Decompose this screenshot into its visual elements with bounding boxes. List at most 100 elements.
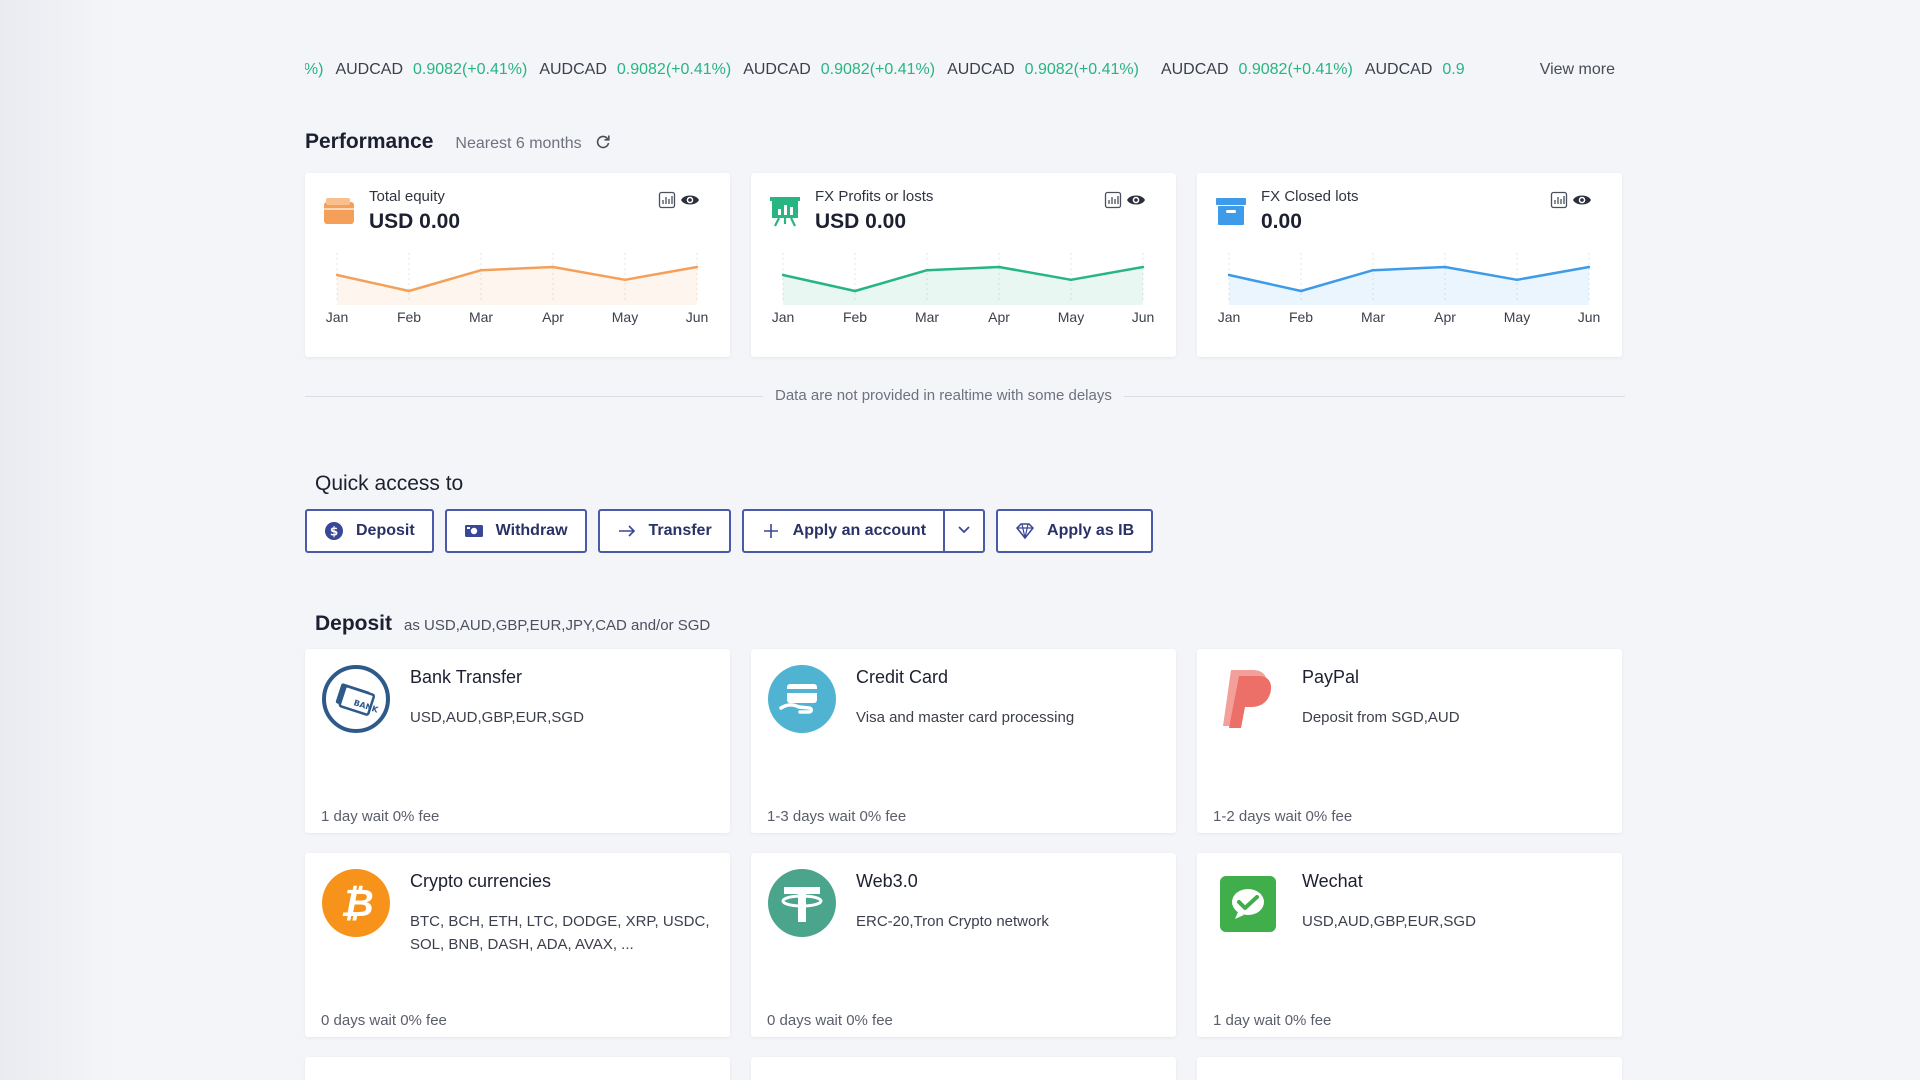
apply-account-dropdown[interactable]: [945, 511, 983, 551]
chart-point: [551, 265, 555, 269]
fx-profits-card[interactable]: FX Profits or losts USD 0.00 Jan Feb Mar…: [751, 173, 1176, 357]
method-fee: 1-3 days wait 0% fee: [767, 808, 907, 825]
performance-period: Nearest 6 months: [455, 135, 582, 152]
method-description: USD,AUD,GBP,EUR,SGD: [1302, 913, 1476, 930]
deposit-method-paypal[interactable]: PayPal Deposit from SGD,AUD 1-2 days wai…: [1197, 649, 1622, 833]
ticker-item[interactable]: AUDCAD 0.9: [1364, 61, 1465, 78]
card-label: FX Profits or losts: [815, 188, 934, 205]
month-label: Jan: [1217, 309, 1241, 325]
chart-series-line: [1228, 265, 1590, 293]
method-description: Visa and master card processing: [856, 709, 1075, 726]
deposit-button[interactable]: $ Deposit: [305, 509, 434, 553]
month-label: Mar: [1360, 309, 1386, 325]
chevron-down-icon: [956, 521, 972, 542]
chart-area: [1229, 267, 1589, 305]
method-name: Bank Transfer: [410, 667, 523, 687]
ticker-item[interactable]: AUDCAD 0.9082(+0.41%): [1160, 61, 1353, 78]
deposit-method-card-partial[interactable]: [305, 1057, 730, 1080]
apply-account-button[interactable]: Apply an account: [744, 511, 946, 551]
chart-point: [1371, 269, 1375, 272]
chart-point: [1141, 265, 1145, 269]
chart-point: [925, 269, 929, 272]
deposit-method-card-partial[interactable]: [1197, 1057, 1622, 1080]
chart-toggle-icon[interactable]: [1104, 191, 1122, 209]
method-description: BTC, BCH, ETH, LTC, DODGE, XRP, USDC, SO…: [410, 913, 710, 953]
method-fee: 0 days wait 0% fee: [767, 1012, 893, 1029]
month-label: Jan: [325, 309, 349, 325]
realtime-notice: Data are not provided in realtime with s…: [763, 387, 1124, 404]
chart-toggle-icon[interactable]: [1550, 191, 1568, 209]
refresh-icon[interactable]: [594, 133, 612, 151]
method-description: Deposit from SGD,AUD: [1302, 709, 1460, 726]
chart-series-line: [782, 265, 1144, 293]
deposit-method-credit-card[interactable]: Credit Card Visa and master card process…: [751, 649, 1176, 833]
eye-icon[interactable]: [1572, 190, 1592, 210]
left-shade: [0, 0, 110, 1080]
ticker-item[interactable]: AUDCAD 0.9082(+0.41%): [539, 61, 732, 78]
deposit-header: Deposit as USD,AUD,GBP,EUR,JPY,CAD and/o…: [315, 612, 710, 636]
card-label: Total equity: [369, 188, 445, 205]
fx-closed-lots-card[interactable]: FX Closed lots 0.00 Jan Feb Mar Apr May …: [1197, 173, 1622, 357]
method-name: Credit Card: [856, 667, 949, 687]
month-label: Jun: [1131, 309, 1155, 325]
chart-toggle-icon[interactable]: [658, 191, 676, 209]
ticker-item[interactable]: AUDCAD 0.9082(+0.41%): [947, 61, 1139, 78]
month-label: Mar: [914, 309, 940, 325]
deposit-methods-grid: BANK Bank Transfer USD,AUD,GBP,EUR,SGD 1…: [305, 649, 1622, 1080]
withdraw-button[interactable]: Withdraw: [444, 509, 587, 553]
plus-icon: [761, 521, 781, 541]
wechat-icon: [1213, 868, 1283, 938]
transfer-button[interactable]: Transfer: [597, 509, 731, 553]
apply-ib-button[interactable]: Apply as IB: [996, 509, 1154, 553]
closed-lots-sparkline: [1227, 253, 1591, 305]
deposit-method-bank-transfer[interactable]: BANK Bank Transfer USD,AUD,GBP,EUR,SGD 1…: [305, 649, 730, 833]
chart-point: [997, 265, 1001, 269]
chart-area: [337, 267, 697, 305]
wallet-icon: [323, 195, 355, 227]
withdraw-label: Withdraw: [495, 522, 568, 539]
paypal-icon: [1213, 664, 1283, 734]
deposit-method-crypto[interactable]: ₿ Crypto currencies BTC, BCH, ETH, LTC, …: [305, 853, 730, 1037]
chart-point: [1443, 265, 1447, 269]
deposit-method-card-partial[interactable]: [751, 1057, 1176, 1080]
view-more-link[interactable]: View more: [1539, 61, 1615, 78]
card-label: FX Closed lots: [1261, 188, 1359, 205]
method-fee: 1 day wait 0% fee: [321, 808, 440, 825]
ticker-item[interactable]: AUDCAD 0.9082(+0.41%): [335, 61, 528, 78]
month-label: May: [611, 309, 639, 325]
chart-point: [1515, 278, 1519, 281]
method-fee: 1-2 days wait 0% fee: [1213, 808, 1353, 825]
chart-point: [781, 273, 785, 277]
eye-icon[interactable]: [680, 190, 700, 210]
chart-series-line: [336, 265, 698, 293]
diamond-icon: [1015, 521, 1035, 541]
month-label: Jun: [1577, 309, 1601, 325]
quick-access-title: Quick access to: [315, 472, 464, 495]
chart-point: [1299, 289, 1303, 293]
quick-access-buttons: $ Deposit Withdraw Transfer Apply an acc…: [305, 509, 1154, 553]
month-label: May: [1503, 309, 1531, 325]
performance-header: Performance Nearest 6 months: [305, 130, 612, 154]
chart-point: [695, 265, 699, 269]
presentation-chart-icon: [769, 195, 801, 227]
ticker-item[interactable]: AUDCAD 0.9082(+0.41%): [743, 61, 936, 78]
bank-card-icon: BANK: [321, 664, 391, 734]
credit-card-hand-icon: [767, 664, 837, 734]
month-label: Feb: [396, 309, 422, 325]
month-label: Mar: [468, 309, 494, 325]
apply-ib-label: Apply as IB: [1047, 522, 1135, 539]
card-amount: USD 0.00: [815, 210, 907, 233]
deposit-method-web3[interactable]: Web3.0 ERC-20,Tron Crypto network 0 days…: [751, 853, 1176, 1037]
chart-area: [783, 267, 1143, 305]
total-equity-card[interactable]: Total equity USD 0.00 Jan Feb Mar Apr Ma…: [305, 173, 730, 357]
performance-cards: Total equity USD 0.00 Jan Feb Mar Apr Ma…: [305, 173, 1622, 357]
svg-text:$: $: [330, 525, 338, 539]
month-label: Feb: [1288, 309, 1314, 325]
chart-point: [479, 269, 483, 272]
bitcoin-icon: ₿: [321, 868, 391, 938]
eye-icon[interactable]: [1126, 190, 1146, 210]
chart-point: [1227, 273, 1231, 277]
deposit-method-wechat[interactable]: Wechat USD,AUD,GBP,EUR,SGD 1 day wait 0%…: [1197, 853, 1622, 1037]
